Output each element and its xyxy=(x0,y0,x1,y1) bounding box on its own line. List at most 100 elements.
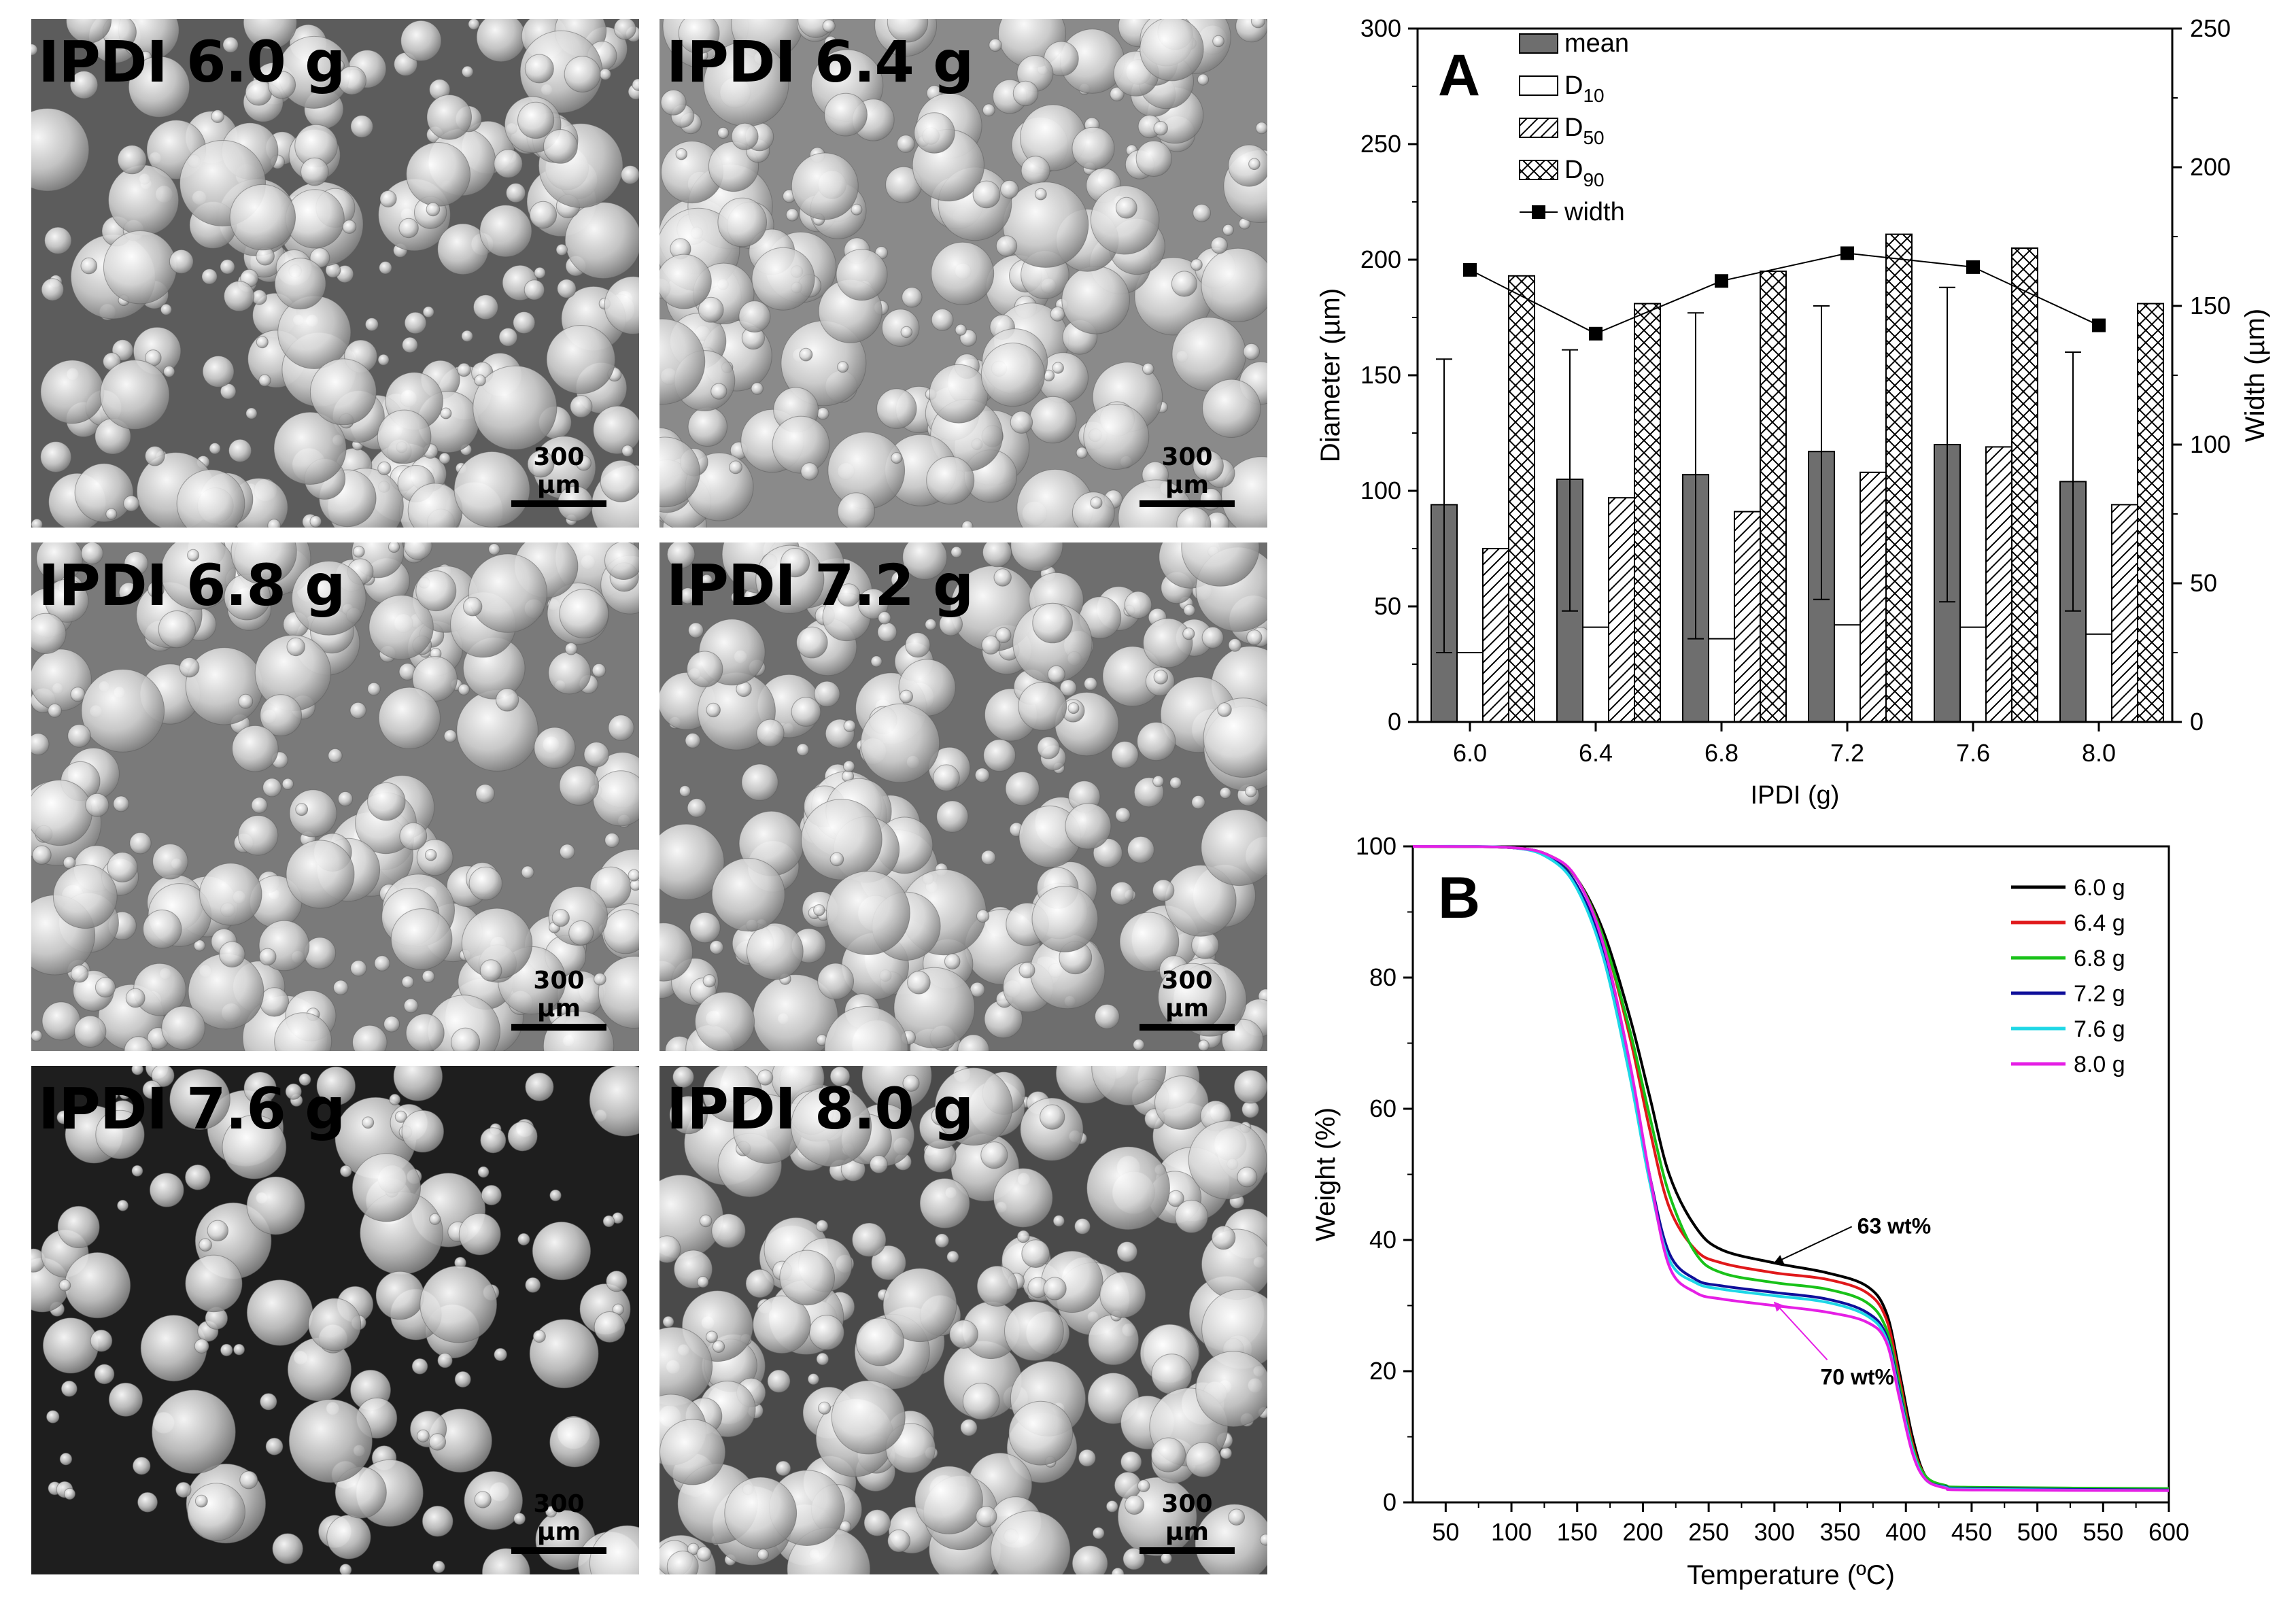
microsphere xyxy=(919,1178,970,1228)
chart-b-tga: 50 100 150 200 250 300 350 400 450 500 550 600 0 20 40… xyxy=(1311,832,2189,1590)
microsphere xyxy=(843,719,856,732)
microsphere xyxy=(1018,682,1067,731)
microsphere xyxy=(258,948,277,966)
microsphere xyxy=(559,589,609,638)
microsphere xyxy=(364,317,379,332)
scale-bar: 300 µm xyxy=(1140,443,1235,507)
bar-d10 xyxy=(2085,633,2112,723)
microsphere xyxy=(377,409,432,464)
microsphere xyxy=(800,462,819,481)
microsphere xyxy=(56,1110,71,1124)
microsphere xyxy=(551,909,570,927)
microsphere xyxy=(791,697,821,727)
microsphere xyxy=(891,570,910,589)
width-marker xyxy=(1715,274,1728,288)
microsphere xyxy=(1135,140,1172,177)
microsphere xyxy=(564,202,639,279)
microsphere xyxy=(1016,1230,1030,1243)
microsphere xyxy=(1140,19,1204,82)
microsphere xyxy=(131,1066,143,1075)
microsphere xyxy=(419,1265,498,1343)
microsphere xyxy=(907,971,931,995)
microsphere xyxy=(751,247,815,311)
legend-label: D90 xyxy=(1564,156,1605,190)
microsphere xyxy=(1158,963,1227,1032)
microsphere xyxy=(524,54,554,84)
microsphere xyxy=(1201,809,1267,886)
x-tick-label: 150 xyxy=(1557,1518,1598,1546)
microsphere xyxy=(711,1213,746,1248)
microsphere xyxy=(837,492,876,528)
microsphere-texture xyxy=(31,19,639,528)
microsphere xyxy=(1243,343,1261,360)
x-tick-label: 300 xyxy=(1754,1518,1795,1546)
microsphere xyxy=(659,823,725,901)
micrograph-ipdi-6-8: IPDI 6.8 g 300 µm xyxy=(31,542,639,1051)
microsphere xyxy=(228,438,252,463)
annotation-arrow xyxy=(1773,1301,1828,1360)
y2-tick-label: 250 xyxy=(2190,14,2231,42)
microsphere xyxy=(439,452,451,464)
microsphere xyxy=(621,165,639,185)
microsphere xyxy=(163,365,175,378)
microsphere xyxy=(169,249,194,274)
x-tick-label: 200 xyxy=(1622,1518,1663,1546)
microsphere xyxy=(756,719,785,747)
microsphere xyxy=(824,92,868,137)
microsphere xyxy=(123,495,140,512)
line-8-0-g xyxy=(1412,845,2170,1492)
microsphere xyxy=(598,956,639,1029)
microsphere xyxy=(187,549,200,562)
microsphere xyxy=(711,857,785,932)
microsphere xyxy=(243,1071,277,1105)
x-tick-label: 400 xyxy=(1885,1518,1926,1546)
microsphere xyxy=(678,19,720,54)
microsphere xyxy=(113,795,130,812)
microsphere xyxy=(57,1205,100,1248)
microsphere xyxy=(791,1086,872,1167)
microsphere xyxy=(1095,1003,1120,1029)
microsphere xyxy=(775,1460,791,1477)
microsphere xyxy=(717,126,730,139)
chart-a-width-line xyxy=(1463,246,2106,341)
microsphere xyxy=(339,1165,352,1177)
microsphere xyxy=(960,1419,978,1436)
microsphere xyxy=(962,1383,1000,1420)
microsphere xyxy=(31,613,67,654)
microsphere xyxy=(1067,702,1080,714)
microsphere xyxy=(267,519,281,528)
microsphere xyxy=(377,461,392,476)
microsphere xyxy=(473,365,558,450)
legend-label: 6.4 g xyxy=(2074,910,2125,936)
microsphere xyxy=(119,1088,131,1100)
microsphere xyxy=(99,360,170,430)
microsphere xyxy=(152,1390,236,1475)
microsphere xyxy=(31,108,90,192)
microsphere xyxy=(176,469,245,528)
microsphere xyxy=(451,1027,481,1051)
micrograph-label: IPDI 6.8 g xyxy=(38,552,345,619)
microsphere xyxy=(399,822,428,850)
microsphere xyxy=(521,865,534,879)
microsphere xyxy=(70,965,89,983)
microsphere xyxy=(367,682,381,696)
microsphere xyxy=(424,848,437,861)
microsphere xyxy=(222,37,239,53)
microsphere xyxy=(772,415,830,474)
microsphere xyxy=(1059,679,1077,697)
microsphere xyxy=(389,1093,401,1105)
microsphere xyxy=(453,451,530,528)
microsphere xyxy=(458,1213,501,1256)
microsphere xyxy=(869,1155,888,1174)
microsphere xyxy=(1233,1069,1267,1104)
microsphere xyxy=(286,840,355,909)
microsphere xyxy=(809,1315,844,1350)
scale-bar-label: 300 µm xyxy=(1161,1490,1213,1546)
microsphere xyxy=(169,1069,230,1130)
microsphere xyxy=(659,254,712,309)
microsphere xyxy=(1090,496,1103,509)
microsphere xyxy=(369,595,434,660)
microsphere xyxy=(90,1329,113,1352)
bar-d50 xyxy=(1734,511,1761,723)
microsphere xyxy=(429,1213,441,1225)
